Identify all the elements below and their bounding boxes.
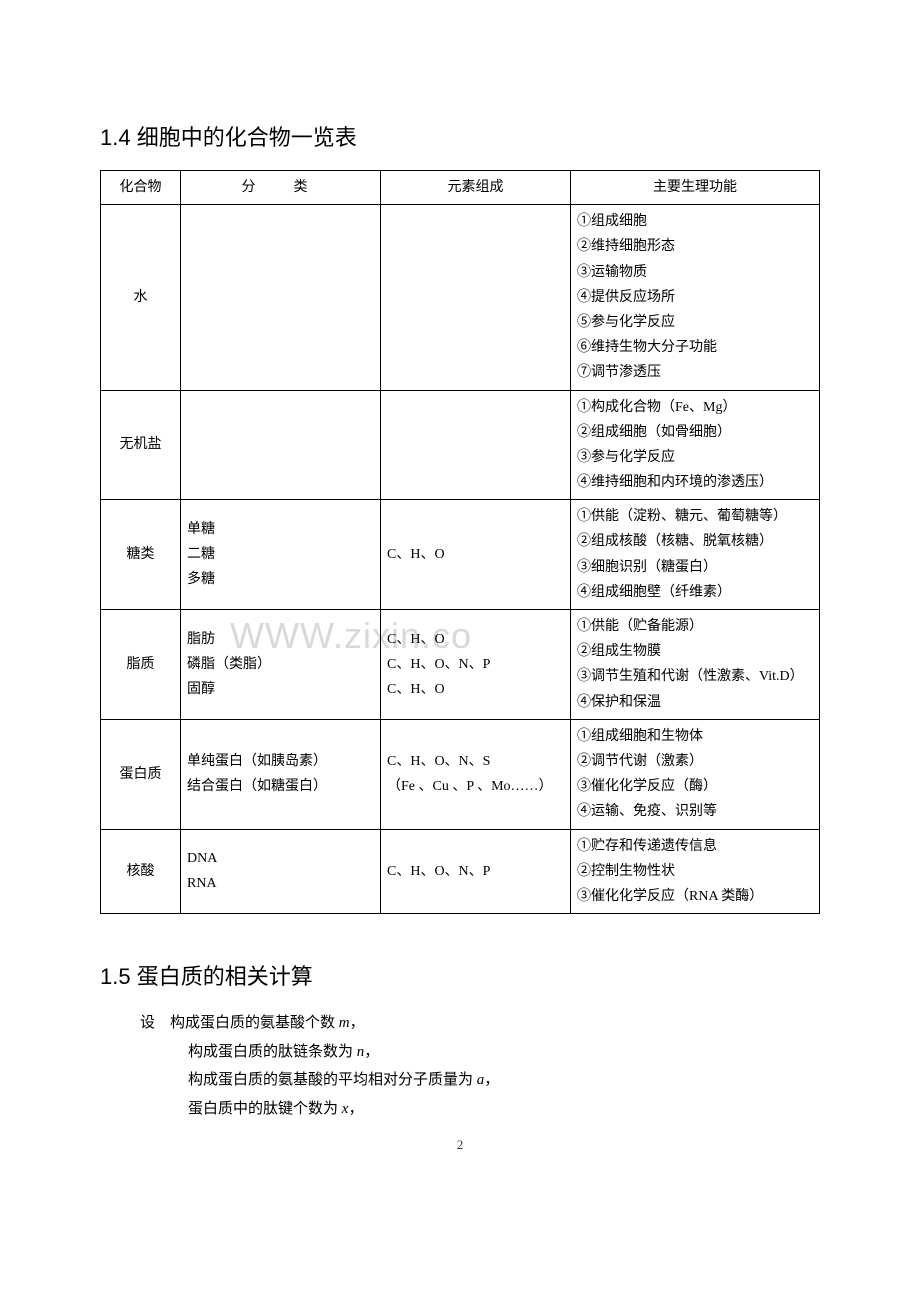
cell-functions: ①构成化合物（Fe、Mg）②组成细胞（如骨细胞）③参与化学反应④维持细胞和内环境… — [571, 390, 820, 500]
calc-text: ， — [364, 1044, 379, 1060]
cell-compound: 脂质 — [101, 610, 181, 720]
calc-text: ， — [348, 1101, 363, 1117]
cell-functions: ①供能（贮备能源）②组成生物膜③调节生殖和代谢（性激素、Vit.D）④保护和保温 — [571, 610, 820, 720]
calc-text: 构成蛋白质的氨基酸的平均相对分子质量为 — [188, 1072, 477, 1088]
cell-elements: C、H、O、N、S（Fe 、Cu 、P 、Mo……） — [381, 719, 571, 829]
compound-table: 化合物 分 类 元素组成 主要生理功能 水 ①组成细胞②维持细胞形态③运输物质④… — [100, 170, 820, 914]
header-elements: 元素组成 — [381, 171, 571, 205]
cell-functions: ①供能（淀粉、糖元、葡萄糖等）②组成核酸（核糖、脱氧核糖）③细胞识别（糖蛋白）④… — [571, 500, 820, 610]
cell-category — [181, 390, 381, 500]
cell-compound: 无机盐 — [101, 390, 181, 500]
cell-elements — [381, 390, 571, 500]
cell-compound: 核酸 — [101, 829, 181, 914]
cell-functions: ①贮存和传递遗传信息②控制生物性状③催化化学反应（RNA 类酶） — [571, 829, 820, 914]
header-category: 分 类 — [181, 171, 381, 205]
cell-functions: ①组成细胞②维持细胞形态③运输物质④提供反应场所⑤参与化学反应⑥维持生物大分子功… — [571, 205, 820, 390]
table-row: 无机盐 ①构成化合物（Fe、Mg）②组成细胞（如骨细胞）③参与化学反应④维持细胞… — [101, 390, 820, 500]
cell-elements: C、H、OC、H、O、N、PC、H、O — [381, 610, 571, 720]
table-row: 脂质 脂肪磷脂（类脂）固醇 C、H、OC、H、O、N、PC、H、O ①供能（贮备… — [101, 610, 820, 720]
section-1-5-title: 1.5 蛋白质的相关计算 — [100, 959, 820, 991]
page-number: 2 — [0, 1137, 920, 1153]
cell-category: 脂肪磷脂（类脂）固醇 — [181, 610, 381, 720]
calc-text: 构成蛋白质的氨基酸个数 — [170, 1015, 339, 1031]
cell-category: DNARNA — [181, 829, 381, 914]
cell-category — [181, 205, 381, 390]
table-row: 水 ①组成细胞②维持细胞形态③运输物质④提供反应场所⑤参与化学反应⑥维持生物大分… — [101, 205, 820, 390]
cell-elements: C、H、O — [381, 500, 571, 610]
calc-line: 蛋白质中的肽键个数为 x， — [140, 1095, 820, 1124]
calc-text: ， — [350, 1015, 365, 1031]
calc-text: 构成蛋白质的肽链条数为 — [188, 1044, 357, 1060]
calc-text: ， — [484, 1072, 499, 1088]
protein-calc-block: 设 构成蛋白质的氨基酸个数 m， 构成蛋白质的肽链条数为 n， 构成蛋白质的氨基… — [140, 1009, 820, 1123]
calc-line: 构成蛋白质的肽链条数为 n， — [140, 1038, 820, 1067]
calc-text: 蛋白质中的肽键个数为 — [188, 1101, 342, 1117]
cell-compound: 蛋白质 — [101, 719, 181, 829]
section-1-4-title: 1.4 细胞中的化合物一览表 — [100, 120, 820, 152]
calc-line: 构成蛋白质的氨基酸的平均相对分子质量为 a， — [140, 1066, 820, 1095]
calc-var: m — [339, 1015, 350, 1031]
table-header-row: 化合物 分 类 元素组成 主要生理功能 — [101, 171, 820, 205]
table-row: 糖类 单糖二糖多糖 C、H、O ①供能（淀粉、糖元、葡萄糖等）②组成核酸（核糖、… — [101, 500, 820, 610]
calc-label: 设 — [140, 1015, 155, 1031]
header-compound: 化合物 — [101, 171, 181, 205]
cell-category: 单糖二糖多糖 — [181, 500, 381, 610]
cell-category: 单纯蛋白（如胰岛素）结合蛋白（如糖蛋白） — [181, 719, 381, 829]
calc-line: 设 构成蛋白质的氨基酸个数 m， — [140, 1009, 820, 1038]
cell-functions: ①组成细胞和生物体②调节代谢（激素）③催化化学反应（酶）④运输、免疫、识别等 — [571, 719, 820, 829]
cell-compound: 糖类 — [101, 500, 181, 610]
table-row: 核酸 DNARNA C、H、O、N、P ①贮存和传递遗传信息②控制生物性状③催化… — [101, 829, 820, 914]
cell-elements: C、H、O、N、P — [381, 829, 571, 914]
header-functions: 主要生理功能 — [571, 171, 820, 205]
table-row: 蛋白质 单纯蛋白（如胰岛素）结合蛋白（如糖蛋白） C、H、O、N、S（Fe 、C… — [101, 719, 820, 829]
cell-compound: 水 — [101, 205, 181, 390]
cell-elements — [381, 205, 571, 390]
